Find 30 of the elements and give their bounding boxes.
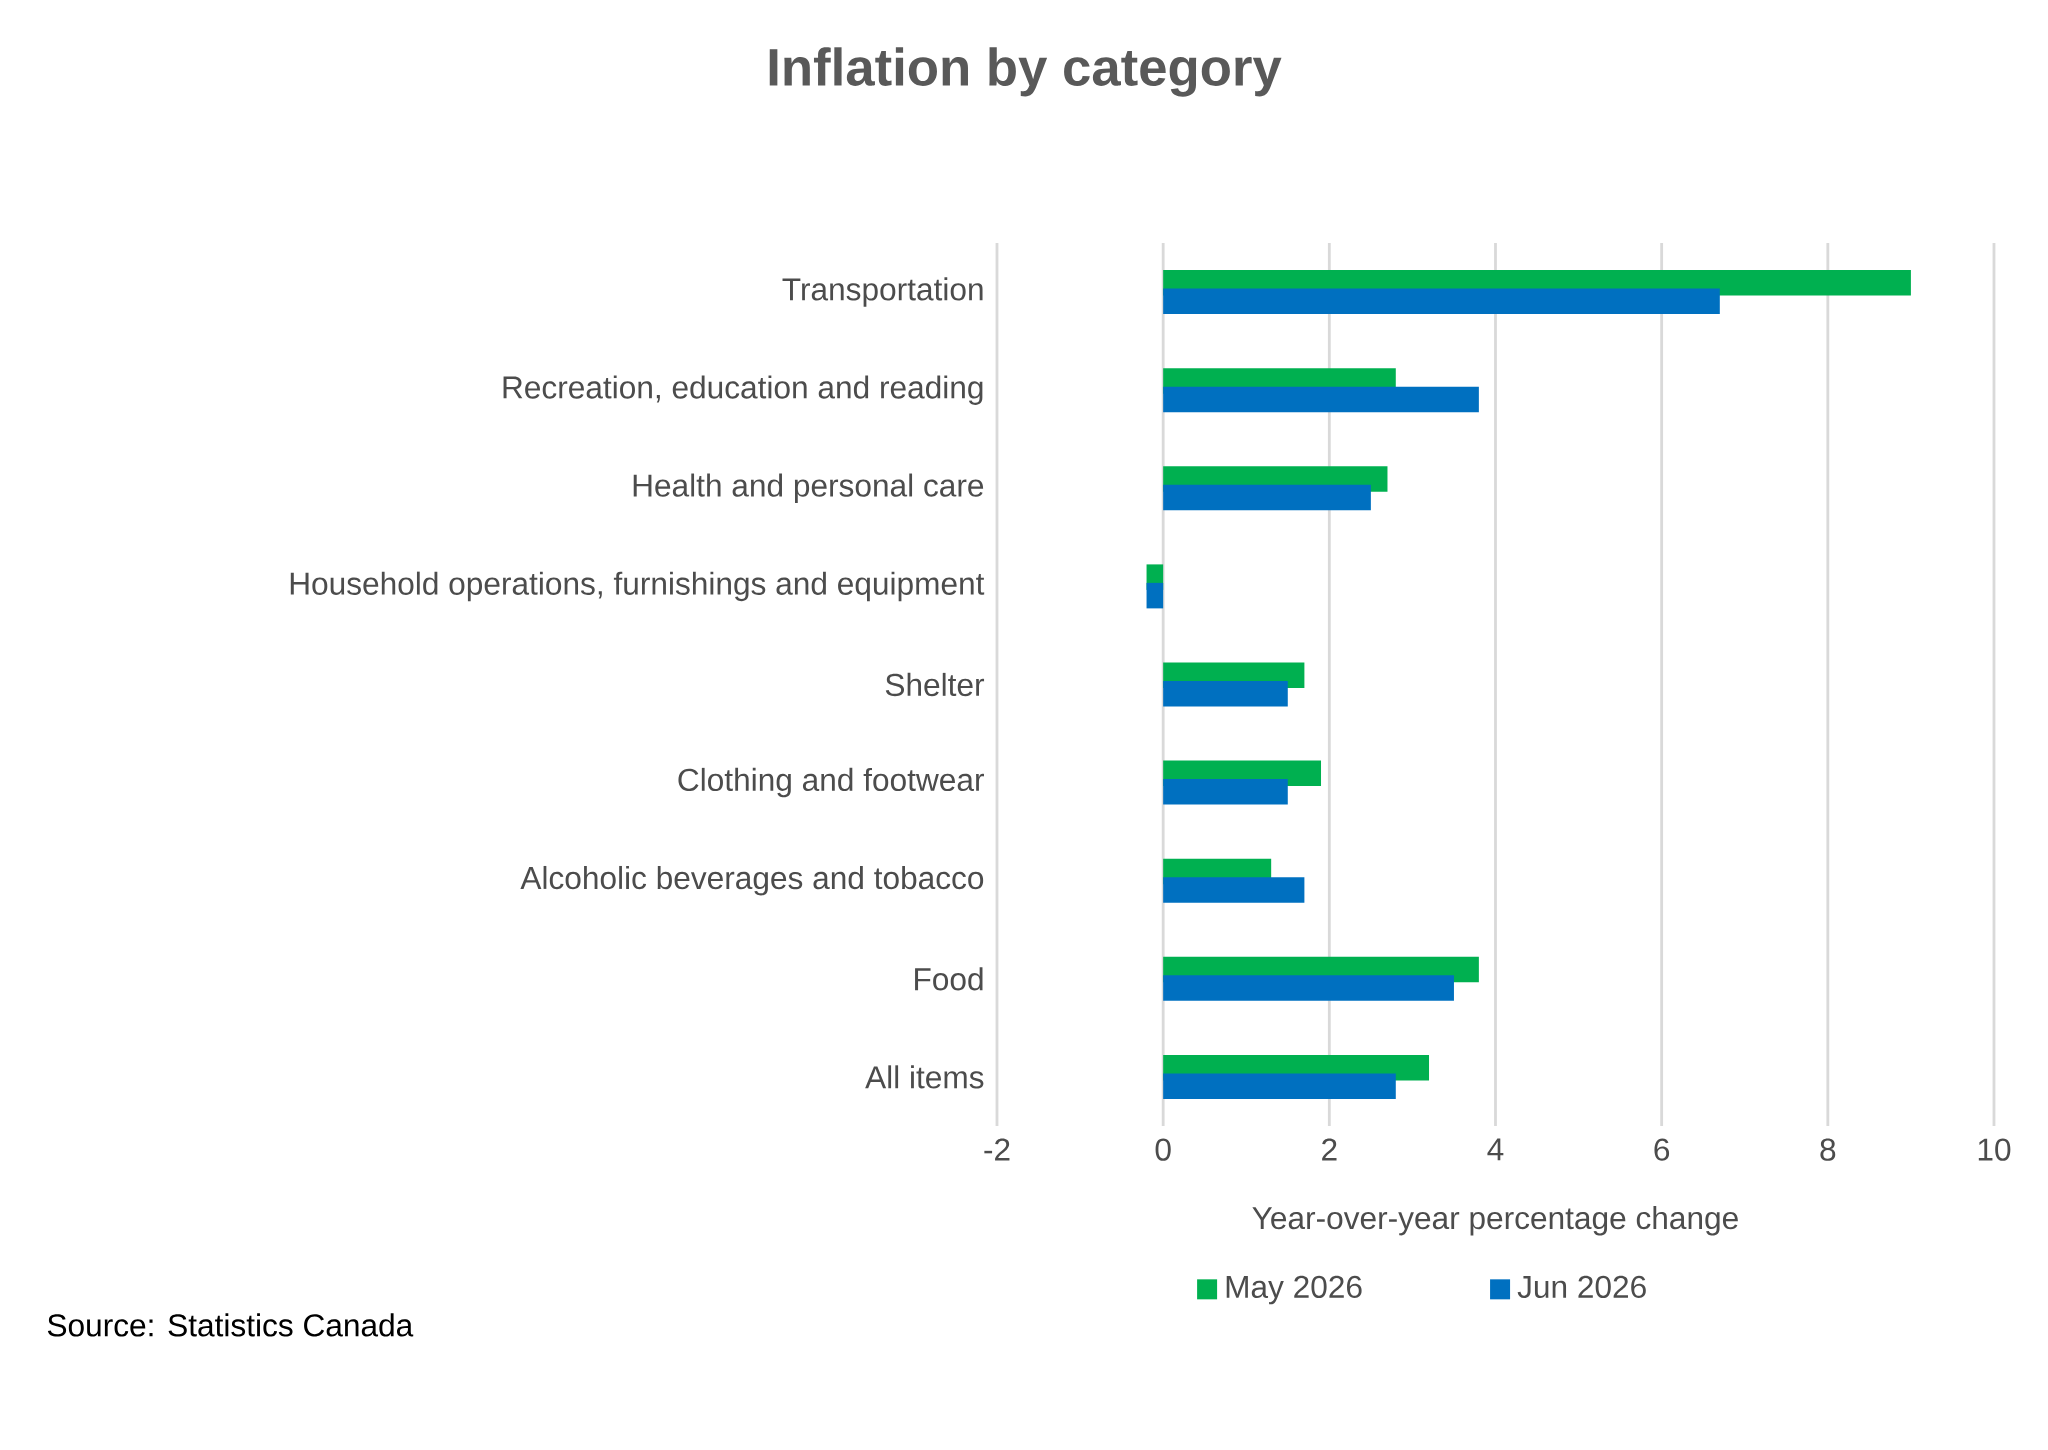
x-tick-label: 4 [1487,1138,1504,1161]
bar [1163,877,1305,903]
y-tick-label: Food [915,967,983,991]
y-tick-label: Clothing and footwear [678,767,984,798]
bar [1163,680,1288,707]
legend-label: Jun 2026 [1517,1275,1646,1299]
x-tick-label: 10 [1978,1138,2011,1161]
y-tick-label: Recreation, education and reading [503,375,983,405]
y-tick-label: Alcoholic beverages and tobacco [520,865,984,896]
chart-title: Inflation by category [769,47,1282,97]
y-tick-label: Health and personal care [633,473,984,504]
x-tick-label: 8 [1820,1138,1836,1161]
x-tick-label: 2 [1322,1138,1337,1161]
bar [1163,1073,1396,1099]
x-axis-title: Year-over-year percentage change [1252,1206,1738,1236]
x-tick-label: -2 [984,1138,1010,1161]
legend-label: May 2026 [1226,1275,1362,1305]
bar [1146,582,1164,609]
y-tick-label: Household operations, furnishings and equipment [290,571,985,602]
y-tick-label: Shelter [885,672,985,697]
bar [1163,975,1454,1001]
y-tick-label: All items [865,1065,984,1089]
bar [1163,779,1288,805]
x-tick-label: 6 [1654,1138,1670,1161]
x-tick-label: 0 [1155,1138,1171,1161]
y-tick-label: Transportation [782,277,983,307]
bar [1163,484,1371,511]
source-note: Source: Statistics Canada [47,1313,414,1337]
bar [1163,288,1720,315]
bar [1163,386,1479,413]
